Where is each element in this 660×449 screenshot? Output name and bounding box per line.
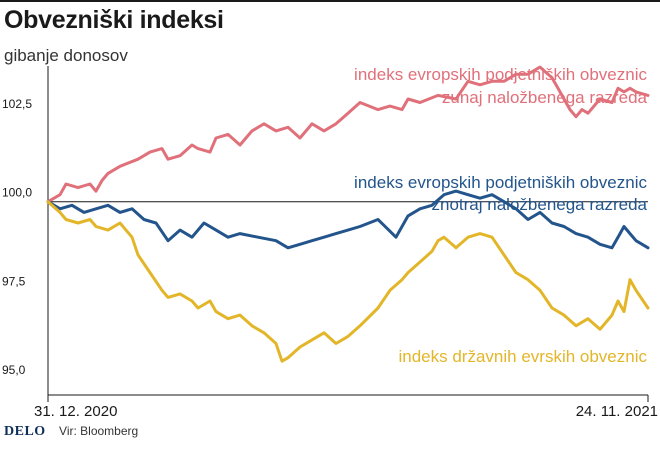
x-tick-label-end: 24. 11. 2021 — [576, 403, 658, 420]
y-tick-label: 97,5 — [2, 274, 26, 288]
series-line-high_yield — [46, 65, 650, 204]
x-tick-label-start: 31. 12. 2020 — [34, 403, 117, 420]
series-label-investment_grade-line2: znotraj naložbenega razreda — [432, 195, 648, 214]
series-label-investment_grade-line1: indeks evropskih podjetniških obveznic — [354, 173, 647, 192]
delo-logo: DELO — [4, 424, 46, 439]
line-chart: 95,0 97,5 100,0 102,5 31. 12. 2020 24. 11. 20… — [2, 65, 658, 420]
y-tick-label: 102,5 — [2, 97, 32, 111]
y-tick-label: 100,0 — [2, 186, 32, 200]
page-title: Obvezniški indeksi — [4, 6, 224, 34]
page-subtitle: gibanje donosov — [4, 46, 128, 65]
chart-footer: DELO Vir: Bloomberg — [4, 424, 138, 440]
y-tick-label: 95,0 — [2, 363, 26, 377]
series-line-investment_grade — [46, 189, 650, 250]
source-note: Vir: Bloomberg — [59, 424, 139, 438]
series-label-government-line1: indeks državnih evrskih obveznic — [398, 347, 647, 366]
series-label-high_yield-line1: indeks evropskih podjetniških obveznic — [354, 65, 647, 84]
series-label-high_yield-line2: zunaj naložbenega razreda — [442, 88, 648, 107]
series-line-government — [46, 200, 650, 363]
top-rule — [0, 0, 660, 2]
